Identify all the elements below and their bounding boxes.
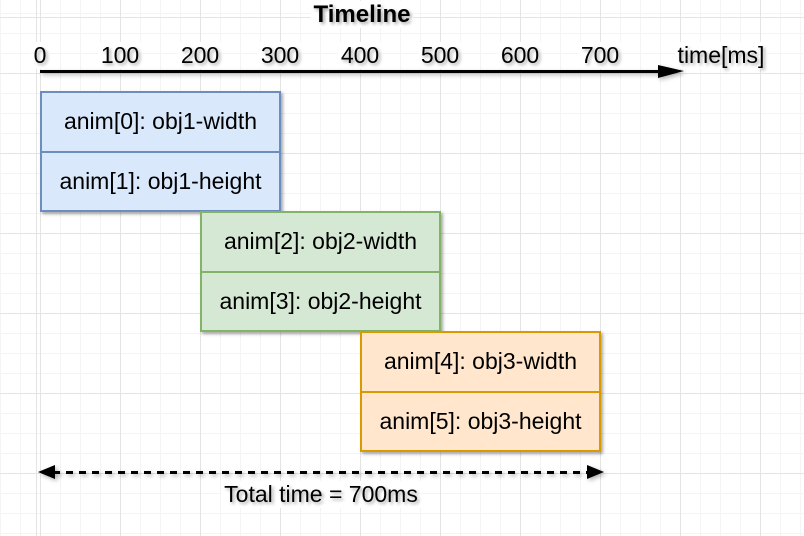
timeline-row-anim4: anim[4]: obj3-width (362, 333, 599, 393)
timeline-bar-obj2: anim[2]: obj2-width anim[3]: obj2-height (200, 211, 441, 332)
timeline-row-anim2: anim[2]: obj2-width (202, 213, 439, 273)
axis-tick-600: 600 (497, 42, 543, 69)
timeline-row-anim5: anim[5]: obj3-height (379, 407, 582, 434)
axis-tick-0: 0 (30, 42, 50, 69)
time-axis-line (40, 70, 664, 73)
diagram-title: Timeline (310, 1, 414, 28)
axis-unit-label: time[ms] (674, 42, 768, 69)
axis-tick-100: 100 (97, 42, 143, 69)
timeline-bar-obj3: anim[4]: obj3-width anim[5]: obj3-height (360, 331, 601, 452)
total-time-dashed-line (53, 471, 589, 474)
time-axis-arrowhead-icon (658, 65, 684, 78)
axis-tick-200: 200 (177, 42, 223, 69)
axis-tick-500: 500 (417, 42, 463, 69)
timeline-row-anim0: anim[0]: obj1-width (42, 93, 279, 153)
axis-tick-300: 300 (257, 42, 303, 69)
total-time-label: Total time = 700ms (221, 481, 421, 508)
axis-tick-400: 400 (337, 42, 383, 69)
arrow-right-icon (587, 465, 604, 479)
timeline-row-anim1: anim[1]: obj1-height (59, 167, 262, 194)
timeline-row-anim3: anim[3]: obj2-height (219, 287, 422, 314)
timeline-bar-obj1: anim[0]: obj1-width anim[1]: obj1-height (40, 91, 281, 212)
axis-tick-700: 700 (577, 42, 623, 69)
arrow-left-icon (38, 465, 55, 479)
